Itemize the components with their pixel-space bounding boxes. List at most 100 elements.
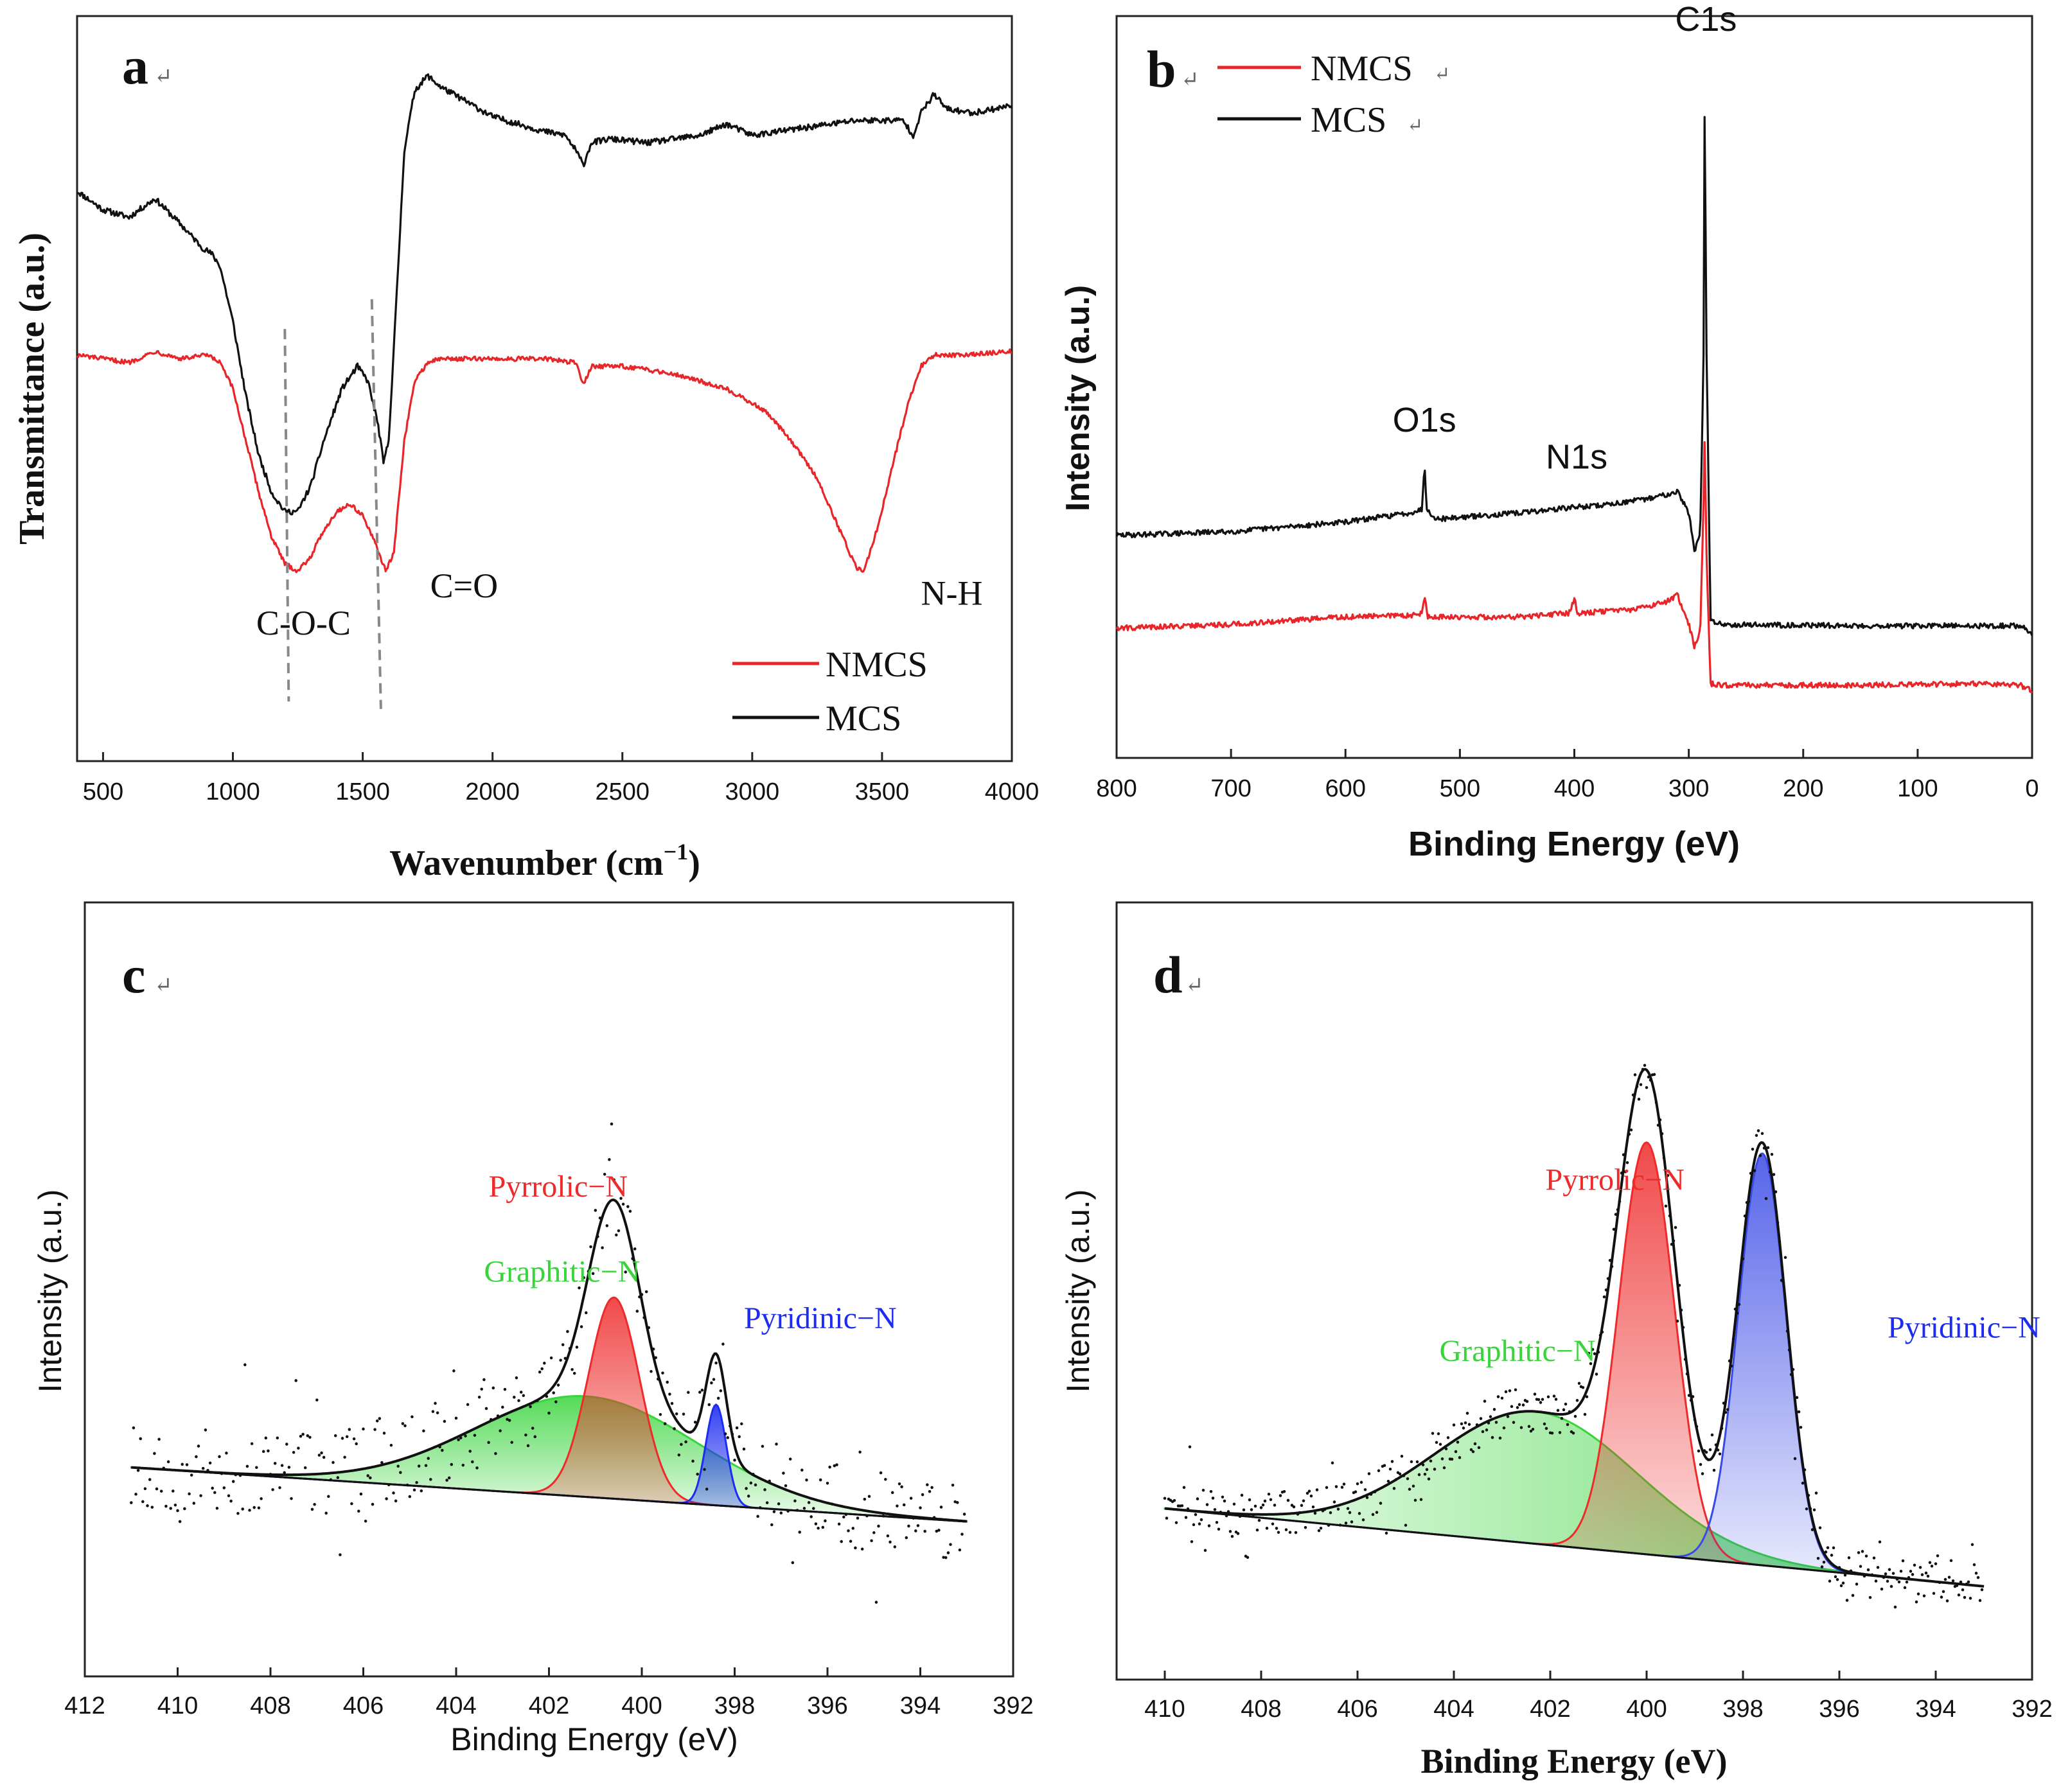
panel-b-series-mcs — [1115, 116, 2033, 637]
panel-d-xtick-label: 392 — [2012, 1696, 2052, 1723]
panel-a-series-mcs — [76, 73, 1013, 516]
panel-a-xtick-label: 3500 — [855, 778, 910, 805]
panel-c-fit-envelope — [131, 1199, 967, 1523]
panel-d-n1s-mcs: 410 408 406 404 402 400 398 396 394 392 Pyrrolic−… — [1060, 901, 2053, 1780]
panel-d-label: d — [1153, 945, 1183, 1004]
panel-a-legend-label-mcs: MCS — [826, 699, 901, 739]
panel-a-xlabel-sup: −1 — [664, 839, 689, 865]
panel-c-xtick-label: 408 — [250, 1692, 290, 1719]
panel-a-reference-line — [283, 329, 290, 702]
panel-c-xtick-label: 410 — [157, 1692, 198, 1719]
panel-d-fit-envelope — [1164, 1067, 1985, 1588]
panel-c-peak-label: Pyridinic−N — [744, 1301, 897, 1335]
panel-d-xtick-label: 410 — [1144, 1696, 1185, 1723]
panel-d-xtick-label: 404 — [1433, 1696, 1474, 1723]
panel-c-ticks: 412 410 408 406 404 402 400 398 396 394 392 — [64, 1667, 1034, 1719]
panel-c-annotations: Pyrrolic−N Graphitic−N Pyridinic−N — [484, 1170, 896, 1335]
panel-d-xtick-label: 394 — [1915, 1696, 1956, 1723]
panel-a-annotation: C=O — [430, 567, 498, 605]
panel-b-frame — [1115, 15, 2033, 759]
panel-d-xtick-label: 406 — [1337, 1696, 1377, 1723]
panel-b-xlabel: Binding Energy (eV) — [1408, 825, 1740, 863]
panel-b-xtick-label: 100 — [1897, 775, 1938, 802]
panel-a-xlabel-main: Wavenumber (cm — [389, 843, 664, 883]
panel-a-annotations: C-O-C C=O N-H — [256, 567, 983, 642]
panel-d-peak-label: Pyrrolic−N — [1546, 1163, 1685, 1197]
panel-a-series-nmcs — [76, 348, 1013, 574]
panel-d-label-mark: ↵ — [1185, 974, 1204, 997]
panel-b-label: b — [1147, 40, 1176, 98]
panel-d-xtick-label: 396 — [1819, 1696, 1859, 1723]
panel-b-xtick-label: 200 — [1783, 775, 1823, 802]
panel-b-xtick-label: 800 — [1096, 775, 1137, 802]
panel-d-peak-label: Graphitic−N — [1440, 1334, 1596, 1368]
panel-b-annotation: O1s — [1393, 401, 1456, 439]
panel-c-baseline — [131, 1466, 967, 1523]
panel-a-ticks: 500 1000 1500 2000 2500 3000 3500 4000 — [83, 752, 1039, 805]
panel-c-raw-data — [130, 1122, 966, 1604]
panel-d-peak-label: Pyridinic−N — [1888, 1311, 2040, 1345]
panel-b-series-layer — [1115, 116, 2033, 694]
panel-a-xlabel-end: ) — [688, 843, 700, 883]
panel-d-xtick-label: 408 — [1241, 1696, 1281, 1723]
panel-d-series-layer — [1163, 1064, 1985, 1609]
panel-d-xtick-label: 402 — [1530, 1696, 1570, 1723]
panel-b-xtick-label: 0 — [2025, 775, 2039, 802]
panel-a-xtick-label: 1000 — [206, 778, 260, 805]
panel-d-xlabel: Binding Energy (eV) — [1420, 1742, 1727, 1780]
panel-d-baseline — [1164, 1507, 1985, 1588]
panel-a-reference-lines — [283, 299, 382, 709]
panel-c-xtick-label: 400 — [621, 1692, 662, 1719]
panel-a-reference-line — [370, 299, 382, 709]
panel-c-xtick-label: 402 — [529, 1692, 569, 1719]
panel-c-peak-graphitic-n — [130, 1395, 968, 1523]
panel-b-legend-mark-1: ↵ — [1434, 64, 1450, 85]
panel-a-xtick-label: 2000 — [465, 778, 520, 805]
panel-d-peak-graphitic-n — [1163, 1410, 1985, 1588]
panel-d-xtick-label: 398 — [1722, 1696, 1763, 1723]
panel-c-frame — [84, 901, 1014, 1678]
panel-a-xtick-label: 4000 — [985, 778, 1039, 805]
panel-c-xtick-label: 406 — [343, 1692, 384, 1719]
panel-b-annotations: C1s O1s N1s — [1393, 0, 1737, 476]
panel-b-legend-label-nmcs: NMCS — [1311, 49, 1413, 89]
panel-a-frame — [76, 15, 1013, 762]
panel-a-ylabel: Transmittance (a.u.) — [12, 233, 52, 545]
panel-b-label-mark: ↵ — [1181, 68, 1199, 92]
panel-b-legend: NMCS ↵ MCS ↵ — [1217, 49, 1450, 140]
panel-b-annotation: C1s — [1675, 0, 1737, 39]
panel-b-annotation: N1s — [1546, 438, 1607, 477]
panel-c-ylabel: Intensity (a.u.) — [32, 1190, 68, 1393]
panel-c-xtick-label: 392 — [993, 1692, 1033, 1719]
panel-a-series-layer — [76, 73, 1013, 574]
panel-a-xtick-label: 2500 — [595, 778, 650, 805]
panel-c-peak-label: Pyrrolic−N — [489, 1170, 628, 1204]
panel-b-xtick-label: 400 — [1554, 775, 1595, 802]
panel-a-xtick-label: 1500 — [335, 778, 390, 805]
panel-a-legend: NMCS MCS — [732, 645, 928, 739]
panel-b-ticks: 800 700 600 500 400 300 200 100 0 — [1096, 749, 2039, 802]
panel-a-label: a — [122, 37, 148, 95]
panel-c-xtick-label: 396 — [807, 1692, 847, 1719]
panel-b-xtick-label: 500 — [1440, 775, 1480, 802]
panel-c-xlabel: Binding Energy (eV) — [450, 1721, 738, 1757]
panel-a-xtick-label: 500 — [83, 778, 123, 805]
panel-c-n1s-nmcs: 412 410 408 406 404 402 400 398 396 394 392 Pyrrol… — [32, 901, 1034, 1757]
panel-c-label-mark: ↵ — [154, 974, 173, 997]
panel-a-annotation: C-O-C — [256, 604, 351, 642]
panel-c-peak-label: Graphitic−N — [484, 1254, 640, 1288]
panel-c-series-layer — [130, 1122, 968, 1604]
panel-d-ticks: 410 408 406 404 402 400 398 396 394 392 — [1144, 1671, 2053, 1723]
panel-a-xtick-label: 3000 — [725, 778, 780, 805]
panel-b-xtick-label: 600 — [1325, 775, 1366, 802]
panel-b-series-nmcs — [1115, 441, 2033, 694]
panel-a-xlabel: Wavenumber (cm−1) — [389, 839, 700, 883]
panel-c-xtick-label: 404 — [436, 1692, 476, 1719]
panel-d-frame — [1115, 901, 2033, 1681]
panel-d-annotations: Pyrrolic−N Graphitic−N Pyridinic−N — [1440, 1163, 2040, 1368]
panel-b-xtick-label: 700 — [1210, 775, 1251, 802]
panel-b-ylabel: Intensity (a.u.) — [1059, 285, 1097, 511]
panel-a-legend-label-nmcs: NMCS — [826, 645, 928, 685]
